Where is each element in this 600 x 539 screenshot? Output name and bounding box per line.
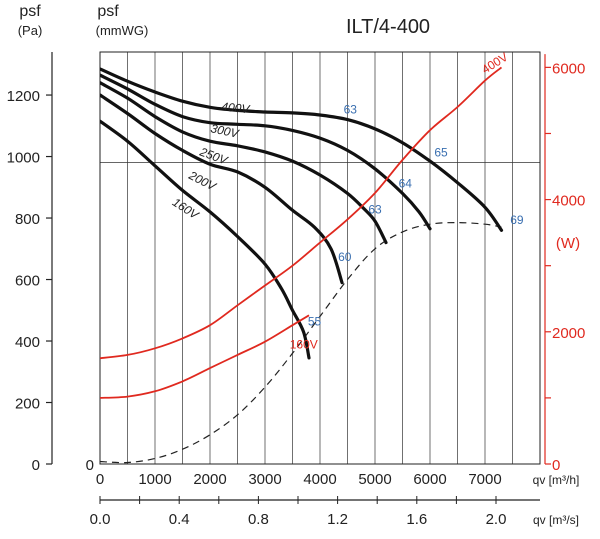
right-tick-label: 6000: [552, 60, 585, 77]
sound-level-label: 55: [308, 315, 322, 329]
right-axis-label: (W): [556, 235, 580, 252]
voltage-label-200V: 200V: [186, 168, 219, 194]
pressure-curve-200V: [100, 93, 344, 285]
voltage-label-400V: 400V: [221, 99, 251, 116]
left-outer-tick-label: 600: [15, 273, 40, 290]
left-outer-tick-label: 200: [15, 396, 40, 413]
left-outer-axis-label: psf: [19, 3, 41, 20]
x-axis-secondary-label: qv [m³/s]: [533, 513, 579, 527]
x-tick-label: 7000: [468, 471, 501, 488]
x-secondary-tick-label: 1.2: [327, 511, 348, 528]
right-tick-label: 0: [552, 457, 560, 474]
x-tick-label: 4000: [303, 471, 336, 488]
sound-level-label: 63: [344, 102, 358, 116]
pressure-curve-400V: [100, 67, 504, 232]
x-tick-label: 2000: [193, 471, 226, 488]
x-secondary-tick-label: 0.4: [169, 511, 190, 528]
efficiency-curve: [100, 221, 502, 464]
left-outer-tick-label: 400: [15, 334, 40, 351]
pressure-curve-250V: [100, 81, 388, 245]
grid: [99, 51, 541, 465]
plot-frame: [99, 51, 541, 465]
x-secondary-tick-label: 2.0: [486, 511, 507, 528]
sound-level-label: 63: [368, 202, 382, 216]
x-tick-label: 6000: [413, 471, 446, 488]
x-secondary-tick-label: 1.6: [406, 511, 427, 528]
sound-level-label: 65: [434, 146, 448, 160]
x-secondary-tick-label: 0.8: [248, 511, 269, 528]
pressure-curve-160V: [100, 119, 311, 360]
left-inner-axis-label: psf: [97, 3, 119, 20]
x-tick-label: 5000: [358, 471, 391, 488]
x-secondary-tick-label: 0.0: [90, 511, 111, 528]
voltage-label-300V: 300V: [209, 121, 240, 141]
x-tick-label: 3000: [248, 471, 281, 488]
left-outer-tick-label: 1000: [7, 150, 40, 167]
left-outer-tick-label: 0: [32, 457, 40, 474]
left-inner-tick-label: 0: [86, 457, 94, 474]
curves: [100, 66, 504, 464]
x-axis-label: qv [m³/h]: [533, 473, 580, 487]
left-outer-axis-unit: (Pa): [18, 23, 43, 38]
left-outer-tick-label: 1200: [7, 88, 40, 105]
right-tick-label: 2000: [552, 325, 585, 342]
sound-level-label: 64: [399, 176, 413, 190]
power-curve-400V: [100, 66, 503, 360]
axes: 0200400600800100012000204060801001200200…: [7, 52, 585, 528]
voltage-label-160V: 160V: [170, 195, 202, 223]
left-inner-axis-unit: (mmWG): [96, 23, 149, 38]
right-tick-label: 4000: [552, 193, 585, 210]
sound-level-label: 69: [510, 213, 524, 227]
x-tick-label: 1000: [138, 471, 171, 488]
left-outer-tick-label: 800: [15, 211, 40, 228]
power-curve-160V: [100, 314, 310, 399]
x-tick-label: 0: [96, 471, 104, 488]
power-label-160V: 160V: [290, 337, 318, 351]
chart-title: ILT/4-400: [346, 16, 430, 38]
pressure-curve-300V: [100, 73, 432, 231]
sound-level-label: 60: [338, 250, 352, 264]
